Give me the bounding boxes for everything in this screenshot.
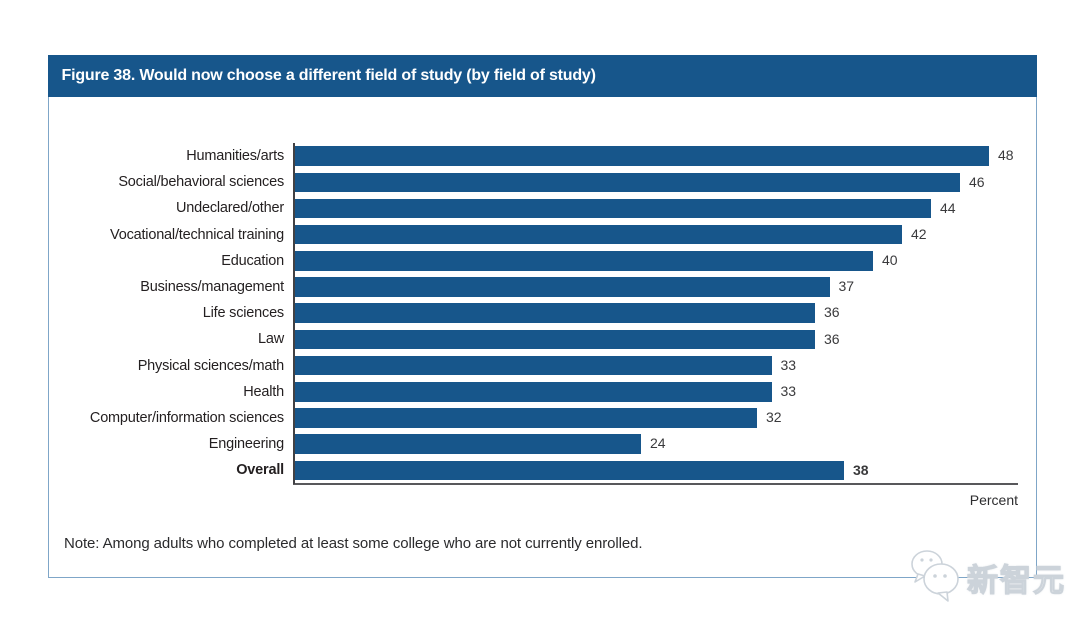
bar-row: Life sciences 36 — [49, 300, 1018, 326]
bar-row: Computer/information sciences 32 — [49, 405, 1018, 431]
bar-track: 24 — [293, 434, 1018, 454]
category-label: Computer/information sciences — [89, 409, 284, 426]
value-label: 38 — [853, 461, 869, 478]
x-axis-label: Percent — [969, 492, 1018, 508]
bar — [293, 198, 931, 219]
figure-note: Note: Among adults who completed at leas… — [64, 535, 643, 552]
bar-row: Business/management 37 — [49, 274, 1018, 300]
bar-row: Humanities/arts 48 — [49, 143, 1018, 169]
bar-row: Engineering 24 — [49, 431, 1018, 457]
bar-track: 48 — [293, 146, 1018, 166]
value-label: 33 — [780, 356, 797, 373]
watermark-text: 新智元 — [966, 562, 1066, 598]
bar — [293, 382, 772, 402]
value-label: 32 — [766, 409, 782, 426]
value-label: 37 — [838, 278, 855, 295]
bar — [293, 460, 844, 481]
value-label: 24 — [650, 435, 666, 452]
category-label: Overall — [236, 462, 284, 479]
category-label: Life sciences — [202, 305, 284, 322]
bar — [293, 434, 641, 454]
bar-row: Law 36 — [49, 326, 1018, 352]
bar-track: 36 — [293, 329, 1018, 350]
category-label: Undeclared/other — [175, 200, 284, 217]
bar-row: Overall 38 — [49, 457, 1018, 483]
bar — [293, 277, 830, 297]
bar — [293, 224, 902, 245]
bar-track: 33 — [293, 382, 1018, 402]
chart-rows: Humanities/arts 48 Social/behavioral sci… — [49, 143, 1018, 483]
category-label: Education — [221, 252, 284, 269]
bar — [293, 303, 815, 323]
value-label: 46 — [969, 173, 985, 190]
value-label: 36 — [824, 304, 840, 321]
value-label: 33 — [780, 383, 797, 400]
value-label: 42 — [911, 225, 927, 242]
category-label: Humanities/arts — [186, 148, 284, 165]
bar-chart: Humanities/arts 48 Social/behavioral sci… — [49, 143, 1018, 508]
category-label: Engineering — [208, 436, 284, 453]
category-label: Law — [258, 331, 284, 348]
bar-track: 40 — [293, 251, 1018, 271]
category-label: Vocational/technical training — [110, 226, 284, 243]
x-axis-line — [293, 483, 1018, 486]
bar-track: 38 — [293, 460, 1018, 481]
bar — [293, 146, 989, 166]
bar-track: 42 — [293, 224, 1018, 245]
bar — [293, 355, 772, 376]
category-label: Physical sciences/math — [137, 357, 285, 374]
value-label: 44 — [940, 199, 956, 216]
chat-bubbles-logo-icon — [911, 550, 959, 602]
bar-row: Education 40 — [49, 248, 1018, 274]
category-label: Social/behavioral sciences — [118, 174, 284, 191]
bar-row: Health 33 — [49, 379, 1018, 405]
bar-track: 32 — [293, 408, 1018, 428]
bar — [293, 408, 757, 428]
bar-row: Vocational/technical training 42 — [49, 222, 1018, 248]
bar-track: 33 — [293, 355, 1018, 376]
figure-panel: Figure 38. Would now choose a different … — [47, 55, 1037, 578]
bar — [293, 172, 960, 193]
bar-row: Undeclared/other 44 — [49, 195, 1018, 221]
bar-track: 37 — [293, 277, 1018, 297]
bar-row: Physical sciences/math 33 — [49, 353, 1018, 379]
category-label: Business/management — [140, 279, 284, 296]
value-label: 40 — [882, 252, 898, 269]
bar-track: 36 — [293, 303, 1018, 323]
category-label: Health — [243, 383, 284, 400]
bar — [293, 329, 815, 350]
figure-title-bar: Figure 38. Would now choose a different … — [47, 55, 1037, 97]
value-label: 48 — [998, 147, 1014, 164]
bar — [293, 251, 873, 271]
watermark: 新智元 — [905, 546, 1080, 608]
bar-track: 46 — [293, 172, 1018, 193]
figure-title: Figure 38. Would now choose a different … — [61, 67, 596, 84]
value-label: 36 — [824, 330, 840, 347]
y-axis-line — [293, 143, 295, 484]
bar-row: Social/behavioral sciences 46 — [49, 169, 1018, 195]
bar-track: 44 — [293, 198, 1018, 219]
